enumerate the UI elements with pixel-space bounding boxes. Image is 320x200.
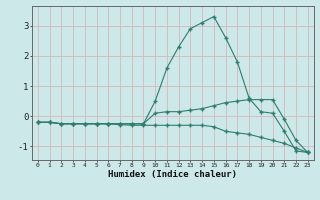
X-axis label: Humidex (Indice chaleur): Humidex (Indice chaleur)	[108, 170, 237, 179]
